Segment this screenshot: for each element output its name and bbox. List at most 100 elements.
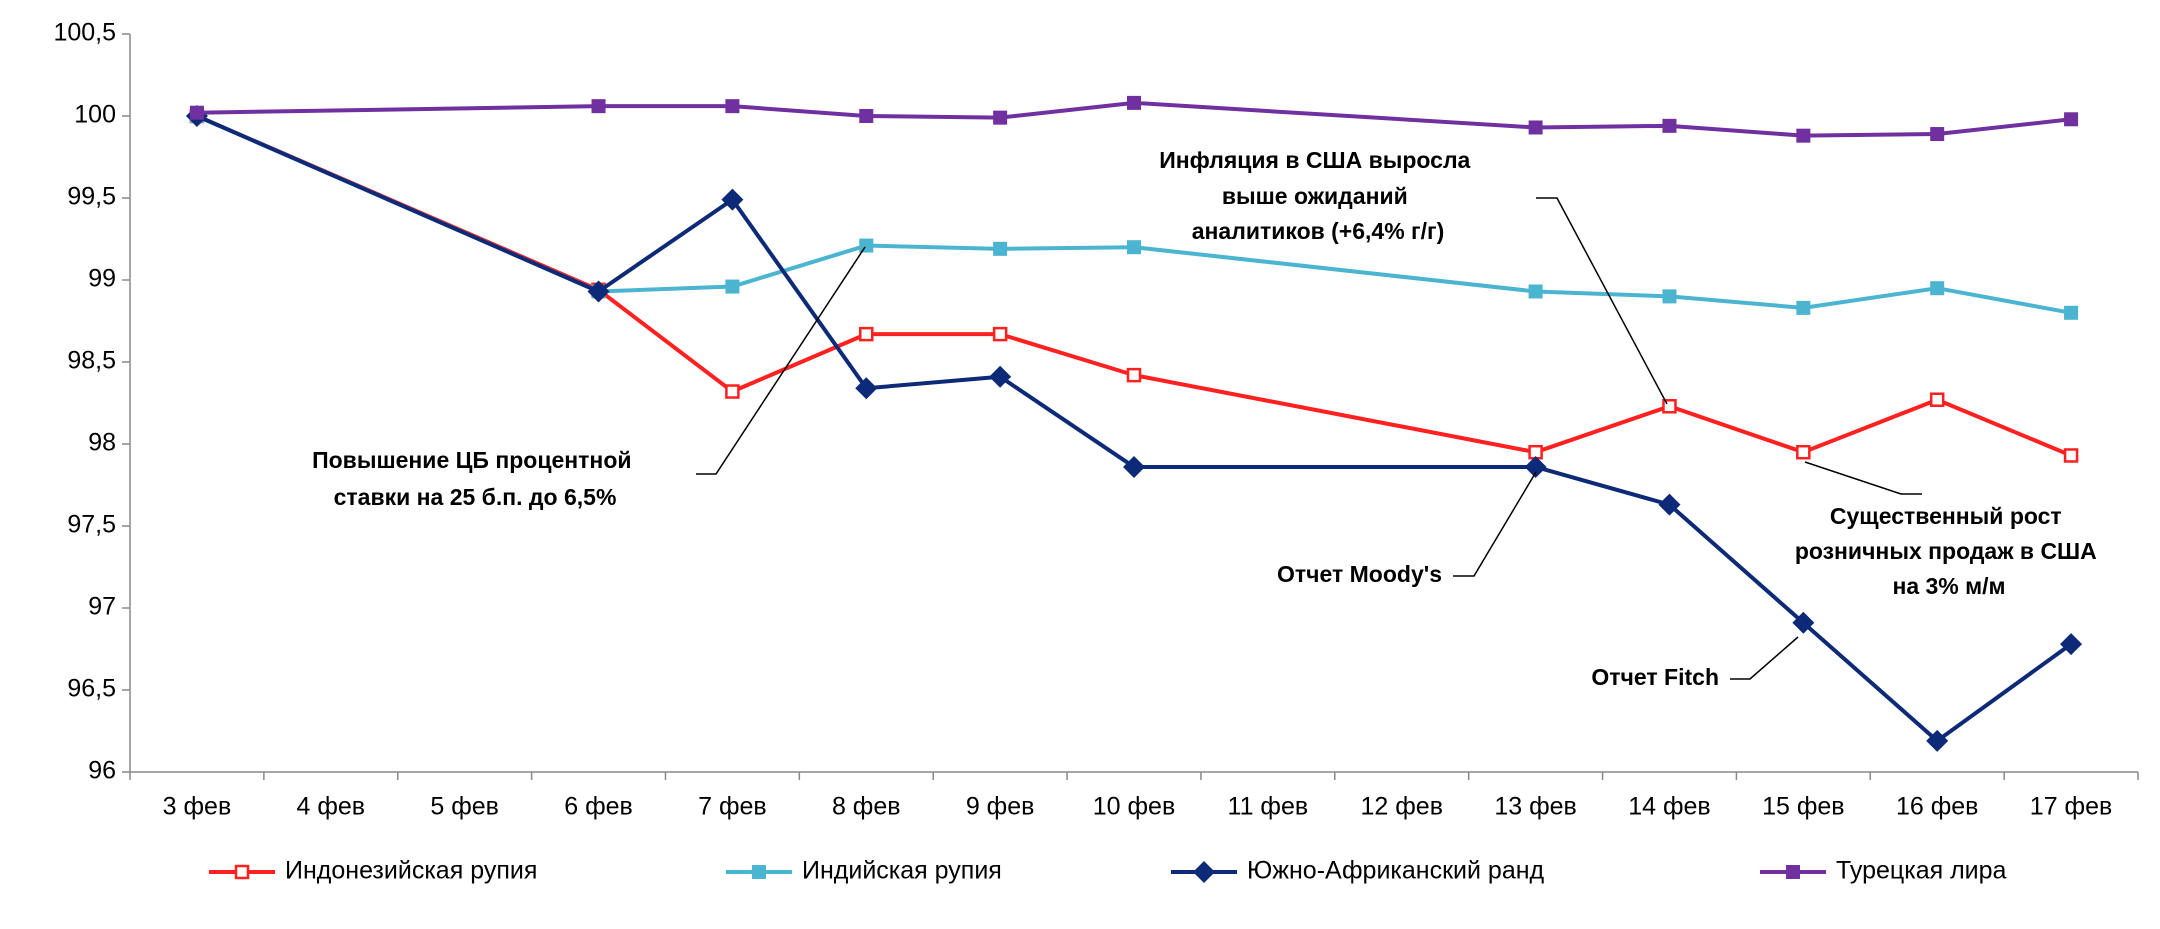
x-tick-label: 15 фев (1762, 793, 1845, 821)
annotation: Повышение ЦБ процентной ставки на 25 б.п… (312, 447, 638, 510)
annotation-line: аналитиков (+6,4% г/г) (1192, 218, 1445, 244)
marker (859, 238, 874, 253)
legend-marker (1786, 865, 1800, 879)
marker (1528, 120, 1543, 135)
legend-label: Южно-Африканский ранд (1247, 857, 1545, 885)
marker (1126, 367, 1142, 383)
marker (859, 109, 874, 123)
marker (725, 279, 740, 294)
marker (1528, 284, 1543, 299)
line-segment (196, 114, 600, 294)
annotation: Инфляция в США выросла выше ожиданий ана… (1159, 147, 1477, 244)
line-segment (731, 332, 868, 394)
annotation: Отчет Fitch (1591, 664, 1719, 690)
marker (859, 326, 874, 342)
line-segment (731, 243, 867, 289)
x-tick-label: 13 фев (1494, 793, 1577, 821)
line-segment (1936, 286, 2072, 315)
line-segment (1802, 397, 1938, 455)
legend-label: Индонезийская рупия (285, 857, 537, 885)
marker (2064, 112, 2079, 127)
marker (1127, 240, 1141, 255)
x-tick-label: 11 фев (1228, 793, 1309, 821)
line-segment (999, 332, 1135, 378)
annotation-line: Инфляция в США выросла (1159, 147, 1470, 173)
marker (2064, 305, 2079, 320)
x-tick-label: 6 фев (564, 793, 633, 821)
line-segment (598, 284, 733, 294)
marker (1926, 729, 1949, 752)
y-tick-label: 96 (88, 757, 116, 785)
line-segment (597, 197, 734, 294)
y-tick-label: 99,5 (67, 183, 116, 211)
leader-line (1804, 461, 1922, 495)
line-segment (866, 243, 1001, 251)
legend-marker (752, 865, 766, 879)
series (189, 108, 2079, 463)
y-tick-label: 96,5 (67, 675, 116, 703)
y-tick-label: 100,5 (53, 19, 116, 47)
line-segment (1535, 289, 1670, 299)
marker (1929, 392, 1945, 407)
marker (1662, 118, 1677, 133)
annotation-line: ставки на 25 б.п. до 6,5% (334, 484, 617, 510)
marker (992, 326, 1008, 342)
leader-line (696, 246, 866, 475)
x-tick-label: 14 фев (1628, 793, 1711, 821)
marker (1123, 455, 1145, 478)
marker (725, 384, 740, 399)
annotation-line: розничных продаж в США (1795, 538, 2097, 564)
line-segment (1535, 465, 1671, 507)
marker (855, 377, 878, 400)
marker (1796, 128, 1811, 143)
marker (189, 105, 204, 120)
y-tick-label: 100 (74, 101, 116, 129)
annotation-line: на 3% м/м (1892, 573, 2005, 599)
legend-item: Индийская рупия (726, 857, 1002, 885)
line-segment (1133, 373, 1536, 455)
x-tick-label: 16 фев (1896, 793, 1979, 821)
marker (1792, 611, 1815, 634)
legend-item: Индонезийская рупия (209, 857, 537, 885)
line-segment (1534, 404, 1671, 455)
x-tick-label: 5 фев (430, 793, 499, 821)
y-tick-label: 97 (88, 593, 116, 621)
line-segment (1936, 642, 2073, 743)
marker (2063, 448, 2079, 463)
line-segment (1668, 404, 1804, 455)
marker (1796, 300, 1811, 315)
line-segment (1669, 294, 1804, 310)
line-segment (1133, 100, 1536, 130)
marker (725, 99, 740, 114)
line-segment (1936, 117, 2072, 137)
y-tick-label: 98 (88, 429, 116, 457)
annotation-line: Повышение ЦБ процентной (312, 447, 631, 473)
line-segment (1803, 132, 1938, 138)
legend-label: Турецкая лира (1836, 857, 2007, 885)
x-tick-label: 17 фев (2030, 793, 2113, 821)
marker (1662, 289, 1677, 304)
marker (1658, 493, 1681, 516)
marker (1930, 127, 1945, 142)
x-tick-label: 7 фев (698, 793, 767, 821)
line-segment (1133, 245, 1536, 294)
line-segment (1936, 397, 2072, 458)
series (189, 109, 2079, 320)
annotation-line: выше ожиданий (1222, 183, 1408, 209)
marker (1930, 281, 1945, 296)
line-segment (1668, 503, 1805, 625)
legend-label: Индийская рупия (802, 857, 1002, 885)
series (189, 95, 2079, 143)
leader-line (1730, 636, 1799, 680)
leader-line (1536, 197, 1668, 405)
annotation: Отчет Moody's (1277, 561, 1442, 587)
marker (721, 188, 744, 211)
marker (989, 365, 1012, 388)
line-segment (999, 375, 1136, 469)
line-segment (1000, 245, 1135, 251)
line-segment (866, 114, 1001, 120)
y-tick-label: 97,5 (67, 511, 116, 539)
legend-item: Южно-Африканский ранд (1171, 857, 1545, 885)
leader-line (1453, 471, 1537, 577)
